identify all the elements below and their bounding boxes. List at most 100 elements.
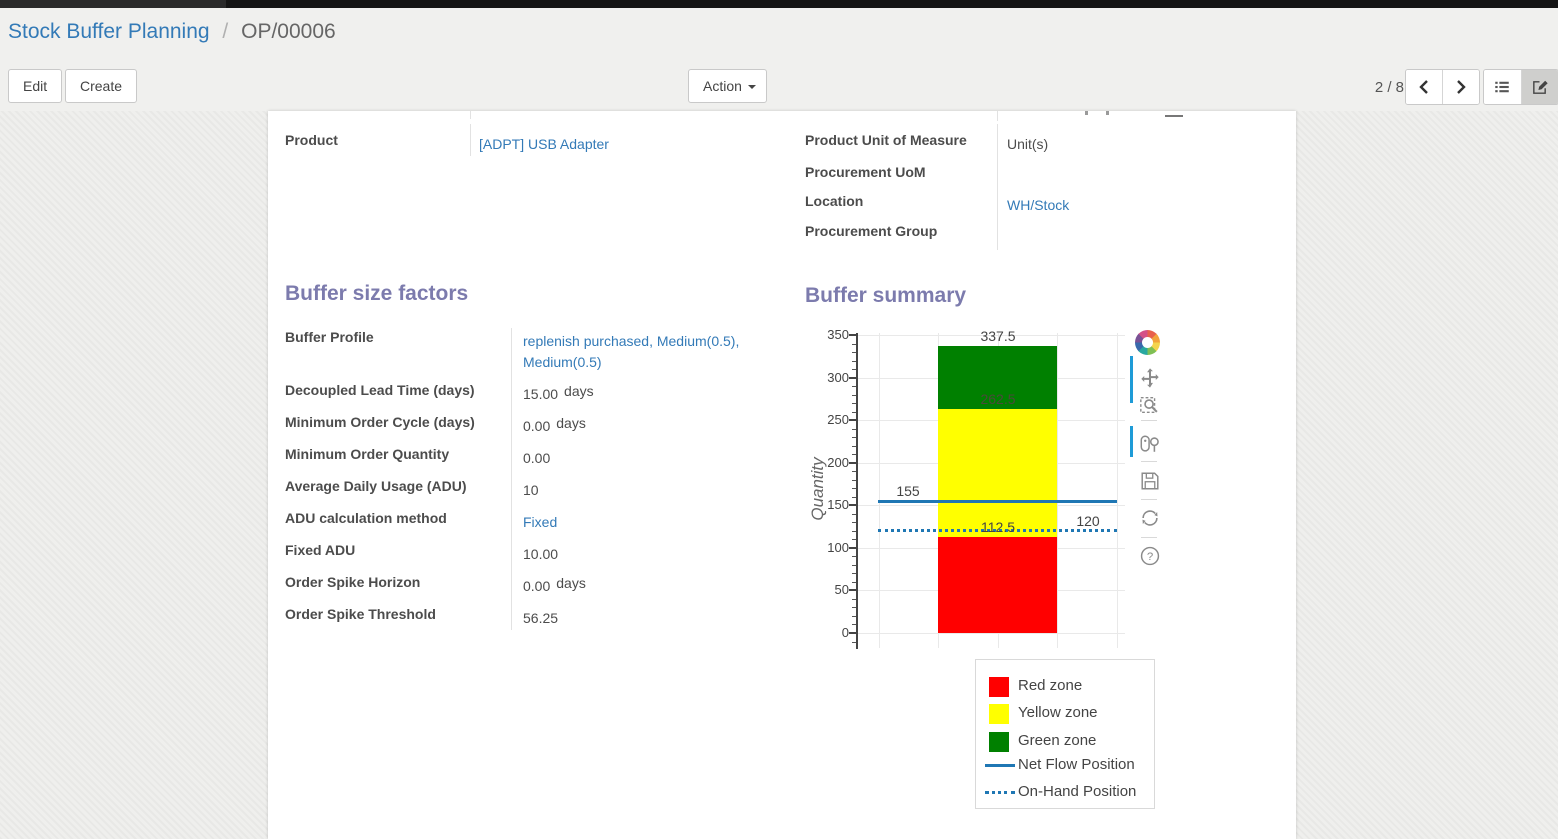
- y-minor-tick: [852, 394, 856, 396]
- buffer-summary-heading: Buffer summary: [805, 284, 967, 307]
- field-suffix: days: [556, 575, 586, 591]
- y-gridline: [858, 633, 1125, 634]
- net-flow-position-line: [878, 499, 1117, 503]
- field-value-average-daily-usage-adu-: 10: [523, 482, 539, 498]
- y-tick-label: 100: [827, 539, 849, 555]
- pager-previous-button[interactable]: [1406, 70, 1443, 104]
- scroll-zoom-icon[interactable]: [1139, 433, 1161, 455]
- y-minor-tick: [852, 496, 856, 498]
- yellow-zone-swatch: [989, 704, 1009, 724]
- control-panel: Stock Buffer Planning / OP/00006 Edit Cr…: [0, 8, 1558, 112]
- yellow-zone-bar: [938, 409, 1057, 538]
- reset-axes-icon[interactable]: [1139, 507, 1161, 529]
- chart-annotation-337-5: 337.5: [980, 327, 1016, 344]
- box-zoom-icon[interactable]: [1139, 394, 1161, 416]
- field-column-separator: [511, 328, 512, 630]
- y-major-tick: [849, 632, 856, 634]
- legend-item-yellow-zone[interactable]: Yellow zone: [976, 702, 1154, 726]
- y-minor-tick: [852, 369, 856, 371]
- list-view-icon: [1495, 81, 1509, 93]
- y-minor-tick: [852, 403, 856, 405]
- red-zone-swatch: [989, 677, 1009, 697]
- clipped-row-separator: [997, 111, 998, 121]
- legend-label: Net Flow Position: [1018, 756, 1135, 773]
- y-tick-label: 0: [841, 625, 849, 640]
- legend-item-green-zone[interactable]: Green zone: [976, 730, 1154, 754]
- field-value-minimum-order-quantity: 0.00: [523, 450, 551, 466]
- y-minor-tick: [852, 564, 856, 566]
- legend-label: Green zone: [1018, 732, 1097, 749]
- modebar-separator: [1141, 461, 1157, 462]
- field-suffix: days: [556, 415, 586, 431]
- form-view-button[interactable]: [1521, 70, 1558, 104]
- chart-legend: Red zone Yellow zone Green zone Net Flow Po…: [975, 659, 1155, 809]
- on-hand-dotted-sample: [985, 791, 1015, 794]
- field-value-buffer-profile[interactable]: replenish purchased, Medium(0.5), Medium…: [523, 333, 740, 370]
- action-button-label: Action: [703, 78, 742, 94]
- y-minor-tick: [852, 445, 856, 447]
- y-minor-tick: [852, 479, 856, 481]
- view-switcher: [1483, 69, 1558, 105]
- legend-label: Yellow zone: [1018, 704, 1098, 721]
- red-zone-bar: [938, 537, 1057, 633]
- legend-item-red-zone[interactable]: Red zone: [976, 675, 1154, 699]
- breadcrumb-separator: /: [222, 20, 229, 43]
- y-tick-label: 350: [827, 326, 849, 342]
- y-minor-tick: [852, 539, 856, 541]
- pager-next-button[interactable]: [1443, 70, 1479, 104]
- y-tick-label: 300: [827, 369, 849, 385]
- legend-label: Red zone: [1018, 677, 1083, 694]
- create-button[interactable]: Create: [65, 69, 138, 103]
- y-minor-tick: [852, 530, 856, 532]
- field-value-location[interactable]: WH/Stock: [1007, 197, 1070, 213]
- modebar-separator: [1141, 420, 1157, 421]
- field-value-product[interactable]: [ADPT] USB Adapter: [479, 136, 609, 152]
- net-flow-line-sample: [985, 764, 1015, 767]
- y-minor-tick: [852, 641, 856, 643]
- legend-label: On-Hand Position: [1018, 783, 1137, 800]
- plotly-logo-icon[interactable]: [1135, 330, 1160, 355]
- y-minor-tick: [852, 343, 856, 345]
- buffer-size-factors-heading: Buffer size factors: [285, 282, 469, 305]
- x-gridline: [1117, 333, 1118, 648]
- field-value-product-unit-of-measure: Unit(s): [1007, 136, 1049, 152]
- y-minor-tick: [852, 598, 856, 600]
- chart-annotation-155: 155: [896, 483, 920, 500]
- y-major-tick: [849, 504, 856, 507]
- legend-item-on-hand-position[interactable]: On-Hand Position: [976, 781, 1154, 805]
- top-menu-active-segment: [0, 0, 226, 8]
- y-minor-tick: [852, 624, 856, 626]
- form-view-icon: [1533, 80, 1548, 94]
- y-minor-tick: [852, 428, 856, 430]
- green-zone-swatch: [989, 732, 1009, 752]
- svg-text:?: ?: [1147, 551, 1153, 563]
- y-minor-tick: [852, 488, 856, 490]
- y-major-tick: [849, 376, 856, 379]
- field-value-fixed-adu: 10.00: [523, 546, 559, 562]
- clipped-row-fragment: [1165, 115, 1183, 117]
- legend-item-net-flow-position[interactable]: Net Flow Position: [976, 754, 1154, 778]
- action-dropdown-button[interactable]: Action: [688, 69, 767, 103]
- clipped-text-fragment: [1085, 111, 1088, 115]
- top-menu-bar: [0, 0, 1558, 8]
- list-view-button[interactable]: [1484, 70, 1522, 104]
- edit-button[interactable]: Edit: [8, 69, 63, 103]
- y-minor-tick: [852, 522, 856, 524]
- field-value-adu-calculation-method[interactable]: Fixed: [523, 514, 558, 530]
- breadcrumb: Stock Buffer Planning / OP/00006: [8, 20, 336, 44]
- y-tick-label: 250: [827, 412, 849, 428]
- help-icon[interactable]: ?: [1139, 545, 1161, 567]
- y-minor-tick: [852, 360, 856, 362]
- y-minor-tick: [852, 437, 856, 439]
- breadcrumb-parent-link[interactable]: Stock Buffer Planning: [8, 20, 210, 43]
- field-value-order-spike-threshold: 56.25: [523, 610, 559, 626]
- y-major-tick: [849, 461, 856, 464]
- clipped-text-fragment: [1106, 111, 1109, 115]
- field-value-order-spike-horizon: 0.00 days: [523, 575, 586, 594]
- pan-icon[interactable]: [1139, 367, 1161, 389]
- y-minor-tick: [852, 411, 856, 413]
- save-icon[interactable]: [1139, 470, 1161, 492]
- y-minor-tick: [852, 352, 856, 354]
- pager-counter: 2 / 8: [1374, 79, 1404, 96]
